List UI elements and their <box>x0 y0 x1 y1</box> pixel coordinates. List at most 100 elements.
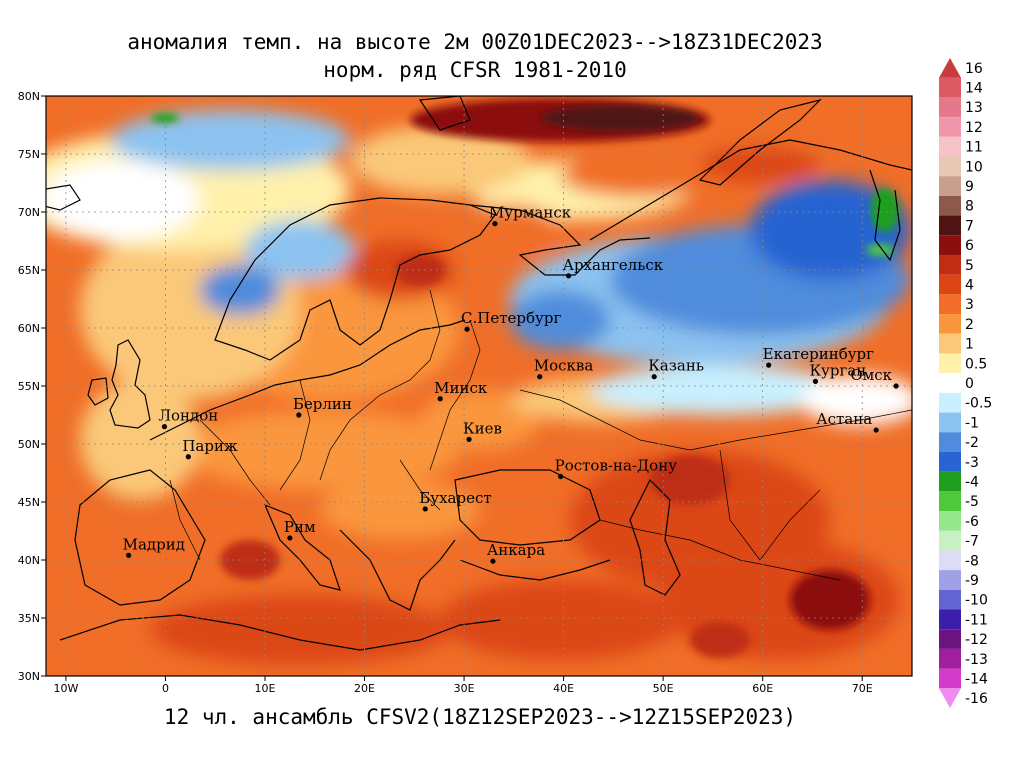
colorbar-label: -12 <box>965 632 988 648</box>
lon-tick-label: 30E <box>454 682 475 695</box>
city-label: Париж <box>182 437 238 455</box>
lat-tick-label: 35N <box>18 612 40 625</box>
colorbar-label: 9 <box>965 179 974 195</box>
colorbar-label: 1 <box>965 337 974 353</box>
lat-tick-label: 30N <box>18 670 40 683</box>
colorbar-swatch <box>939 570 961 590</box>
city-marker <box>651 374 657 380</box>
colorbar-swatch <box>939 432 961 452</box>
colorbar-label: 10 <box>965 159 983 175</box>
city-label: Омск <box>850 366 892 384</box>
lat-tick-label: 70N <box>18 206 40 219</box>
colorbar-swatch <box>939 668 961 689</box>
city-marker <box>296 412 302 418</box>
city-marker <box>464 326 470 332</box>
colorbar-swatch <box>939 550 961 571</box>
colorbar: 16 14 13 12 11 10 9 8 7 6 5 4 3 2 1 0.5 0 -0.5 -1 -2 -3 -4 -5 -… <box>939 58 992 708</box>
colorbar-swatch <box>939 511 961 531</box>
colorbar-label: 7 <box>965 218 974 234</box>
city-label: Астана <box>816 410 872 428</box>
colorbar-label: 14 <box>965 81 983 97</box>
colorbar-swatch <box>939 451 961 472</box>
colorbar-swatch <box>939 97 961 118</box>
lon-tick-label: 40E <box>553 682 574 695</box>
axis-ticks: 80N 75N 70N 65N 60N 55N 50N 45N 40N 35N 30N 10W 0 10E… <box>18 90 873 695</box>
lat-tick-label: 45N <box>18 496 40 509</box>
colorbar-swatch <box>939 58 961 78</box>
lon-tick-label: 60E <box>752 682 773 695</box>
colorbar-swatch <box>939 274 961 295</box>
lat-tick-label: 40N <box>18 554 40 567</box>
colorbar-swatch <box>939 195 961 216</box>
colorbar-label: -0.5 <box>965 396 992 412</box>
city-marker <box>437 396 443 402</box>
colorbar-swatch <box>939 629 961 649</box>
colorbar-swatch <box>939 176 961 196</box>
chart-subtitle: норм. ряд CFSR 1981-2010 <box>323 58 627 82</box>
colorbar-swatch <box>939 156 961 177</box>
lon-tick-label: 10E <box>255 682 276 695</box>
colorbar-swatch <box>939 471 961 492</box>
colorbar-label: 3 <box>965 297 974 313</box>
city-label: Рим <box>284 518 316 536</box>
lon-tick-label: 50E <box>653 682 674 695</box>
colorbar-swatch <box>939 491 961 512</box>
lat-tick-label: 60N <box>18 322 40 335</box>
colorbar-swatch <box>939 392 961 413</box>
lat-tick-label: 80N <box>18 90 40 103</box>
colorbar-label: -14 <box>965 671 988 687</box>
lon-tick-label: 20E <box>354 682 375 695</box>
colorbar-label: -3 <box>965 455 979 471</box>
city-marker <box>537 374 543 380</box>
colorbar-label: 11 <box>965 140 983 156</box>
colorbar-label: 13 <box>965 100 983 116</box>
city-label: С.Петербург <box>461 309 561 327</box>
colorbar-label: -8 <box>965 553 979 569</box>
colorbar-swatch <box>939 136 961 157</box>
lat-tick-label: 50N <box>18 438 40 451</box>
colorbar-label: -1 <box>965 415 979 431</box>
colorbar-swatch <box>939 688 961 708</box>
city-marker <box>873 427 879 433</box>
ensemble-caption: 12 чл. ансамбль CFSV2(18Z12SEP2023-->12Z… <box>163 705 797 729</box>
city-label: Екатеринбург <box>763 345 874 363</box>
colorbar-swatch <box>939 353 961 374</box>
city-marker <box>490 558 496 564</box>
chart-title: аномалия темп. на высоте 2м 00Z01DEC2023… <box>127 30 823 54</box>
colorbar-swatch <box>939 294 961 315</box>
city-marker <box>287 535 293 541</box>
colorbar-swatch <box>939 314 961 334</box>
colorbar-label: 0 <box>965 376 974 392</box>
lat-tick-label: 55N <box>18 380 40 393</box>
colorbar-label: -16 <box>965 691 988 707</box>
city-label: Киев <box>463 419 502 437</box>
city-marker <box>558 473 564 480</box>
colorbar-label: -9 <box>965 573 979 589</box>
graticule <box>46 96 912 676</box>
lon-tick-label: 70E <box>852 682 873 695</box>
city-label: Москва <box>534 357 594 375</box>
colorbar-swatch <box>939 373 961 393</box>
colorbar-label: -2 <box>965 435 979 451</box>
colorbar-label: 0.5 <box>965 356 987 372</box>
colorbar-label: 6 <box>965 238 974 254</box>
city-marker <box>422 506 428 512</box>
lon-tick-label: 0 <box>162 682 169 695</box>
colorbar-swatch <box>939 215 961 236</box>
city-marker <box>161 424 168 430</box>
city-label: Лондон <box>158 407 218 425</box>
city-label: Курган <box>809 361 866 379</box>
city-label: Минск <box>434 379 488 397</box>
city-marker <box>812 378 819 384</box>
colorbar-swatch <box>939 609 961 630</box>
city-marker <box>185 454 191 460</box>
colorbar-swatch <box>939 235 961 255</box>
colorbar-swatch <box>939 333 961 354</box>
colorbar-label: -5 <box>965 494 979 510</box>
colorbar-label: 8 <box>965 199 974 215</box>
colorbar-label: 12 <box>965 120 983 136</box>
colorbar-label: 16 <box>965 61 983 77</box>
colorbar-label: -13 <box>965 652 988 668</box>
city-marker <box>565 273 572 279</box>
city-label: Анкара <box>487 541 545 559</box>
